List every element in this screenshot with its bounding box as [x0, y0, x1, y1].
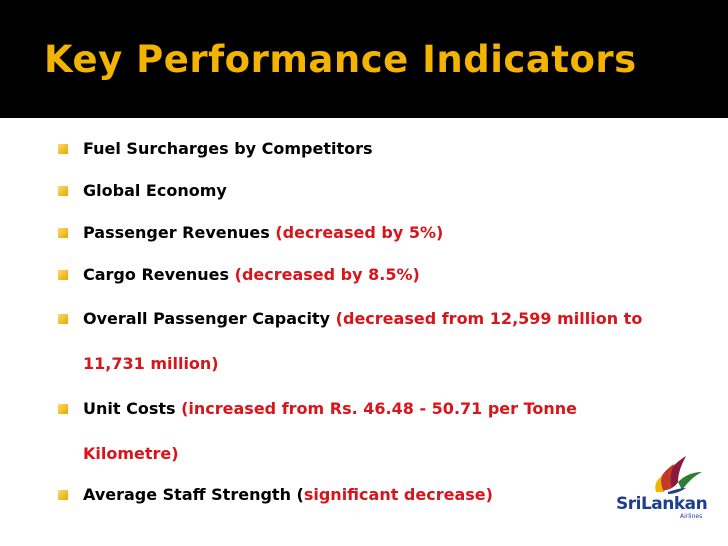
slide-title: Key Performance Indicators [44, 38, 637, 81]
bullet-highlight: significant decrease) [303, 485, 493, 504]
bullet-text: Global Economy [83, 181, 227, 200]
srilankan-peacock-logo-icon [655, 456, 702, 494]
bullet-text: Unit Costs [83, 399, 182, 418]
bullet-item-fuel-surcharges: Fuel Surcharges by Competitors [58, 139, 373, 158]
bullet-highlight-continued: 11,731 million) [83, 354, 219, 373]
bullet-marker-icon [58, 144, 68, 154]
bullet-highlight-continued: Kilometre) [83, 444, 179, 463]
bullet-item-passenger-revenues: Passenger Revenues (decreased by 5%) [58, 223, 443, 242]
bullet-highlight: (decreased from 12,599 million to [335, 309, 643, 328]
logo-subtitle: Airlines [680, 513, 703, 520]
bullet-marker-icon [58, 490, 68, 500]
bullet-item-unit-costs: Unit Costs (increased from Rs. 46.48 - 5… [58, 399, 578, 463]
bullet-marker-icon [58, 404, 68, 414]
bullet-marker-icon [58, 228, 68, 238]
bullet-highlight: (increased from Rs. 46.48 - 50.71 per To… [181, 399, 578, 418]
bullet-text: Average Staff Strength ( [83, 485, 304, 504]
logo-wordmark: SriLankan [616, 494, 708, 514]
bullet-highlight: (decreased by 8.5%) [234, 265, 420, 284]
bullet-highlight: (decreased by 5%) [275, 223, 444, 242]
bullet-marker-icon [58, 270, 68, 280]
bullet-item-cargo-revenues: Cargo Revenues (decreased by 8.5%) [58, 265, 420, 284]
bullet-item-global-economy: Global Economy [58, 181, 227, 200]
bullet-text: Fuel Surcharges by Competitors [83, 139, 373, 158]
bullet-text: Cargo Revenues [83, 265, 235, 284]
title-bar: Key Performance Indicators [0, 0, 728, 118]
bullet-item-staff-strength: Average Staff Strength (significant decr… [58, 485, 493, 504]
bullet-marker-icon [58, 314, 68, 324]
bullet-item-passenger-capacity: Overall Passenger Capacity (decreased fr… [58, 309, 643, 373]
bullet-text: Overall Passenger Capacity [83, 309, 336, 328]
bullet-text: Passenger Revenues [83, 223, 276, 242]
bullet-marker-icon [58, 186, 68, 196]
